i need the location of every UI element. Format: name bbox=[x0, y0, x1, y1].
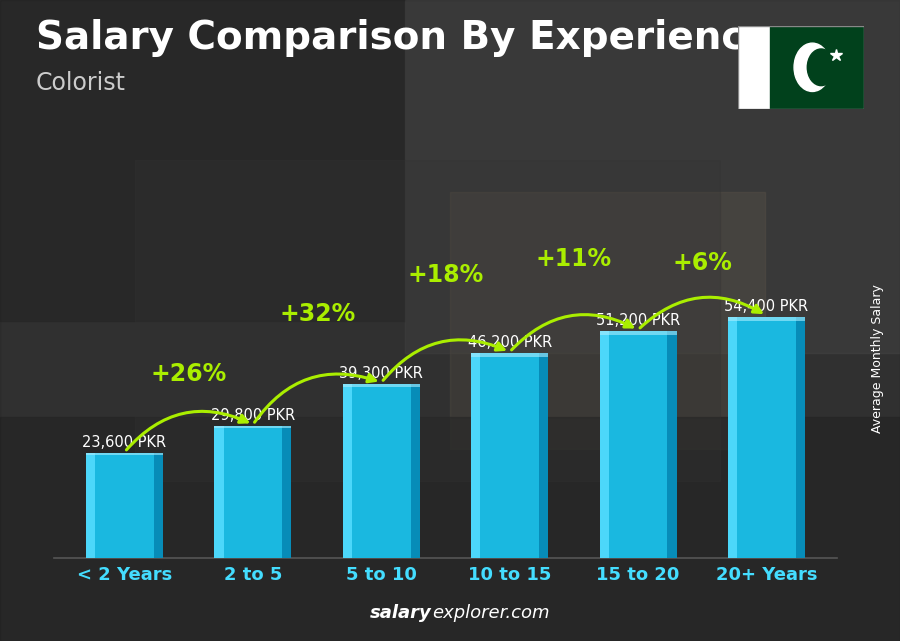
Bar bbox=[539, 353, 548, 558]
Text: +26%: +26% bbox=[150, 362, 227, 386]
Bar bbox=[214, 426, 292, 428]
Bar bbox=[343, 384, 419, 387]
Bar bbox=[0, 417, 900, 641]
Text: Average Monthly Salary: Average Monthly Salary bbox=[871, 285, 884, 433]
Bar bbox=[86, 453, 95, 558]
Text: +32%: +32% bbox=[279, 302, 356, 326]
Text: 39,300 PKR: 39,300 PKR bbox=[339, 366, 423, 381]
Bar bbox=[728, 317, 805, 321]
Bar bbox=[599, 331, 677, 558]
Bar bbox=[728, 317, 805, 558]
Text: 29,800 PKR: 29,800 PKR bbox=[211, 408, 295, 423]
Text: 23,600 PKR: 23,600 PKR bbox=[82, 435, 166, 450]
Bar bbox=[135, 160, 720, 481]
Bar bbox=[472, 353, 548, 357]
Text: +11%: +11% bbox=[536, 247, 612, 271]
Bar bbox=[738, 26, 770, 109]
Text: +6%: +6% bbox=[672, 251, 733, 275]
Bar bbox=[86, 453, 163, 558]
Bar bbox=[472, 353, 481, 558]
Text: salary: salary bbox=[370, 604, 432, 622]
Bar bbox=[770, 26, 864, 109]
Bar bbox=[0, 0, 405, 320]
Bar bbox=[599, 331, 608, 558]
Bar bbox=[283, 426, 292, 558]
Circle shape bbox=[807, 49, 835, 86]
Text: Salary Comparison By Experience: Salary Comparison By Experience bbox=[36, 19, 770, 57]
Bar bbox=[410, 384, 419, 558]
Text: +18%: +18% bbox=[408, 263, 483, 287]
Bar bbox=[86, 453, 163, 455]
Bar bbox=[343, 384, 352, 558]
Bar bbox=[214, 426, 292, 558]
Bar bbox=[405, 0, 900, 353]
Bar bbox=[472, 353, 548, 558]
Bar bbox=[796, 317, 805, 558]
Text: 54,400 PKR: 54,400 PKR bbox=[724, 299, 808, 314]
Text: 46,200 PKR: 46,200 PKR bbox=[468, 335, 552, 350]
Bar bbox=[343, 384, 419, 558]
Bar bbox=[450, 192, 765, 449]
Wedge shape bbox=[794, 43, 831, 92]
Bar bbox=[154, 453, 163, 558]
Bar bbox=[599, 331, 677, 335]
Text: explorer.com: explorer.com bbox=[432, 604, 550, 622]
Bar bbox=[667, 331, 677, 558]
Bar bbox=[214, 426, 224, 558]
Bar bbox=[728, 317, 737, 558]
Text: Colorist: Colorist bbox=[36, 71, 126, 94]
Text: 51,200 PKR: 51,200 PKR bbox=[596, 313, 680, 328]
